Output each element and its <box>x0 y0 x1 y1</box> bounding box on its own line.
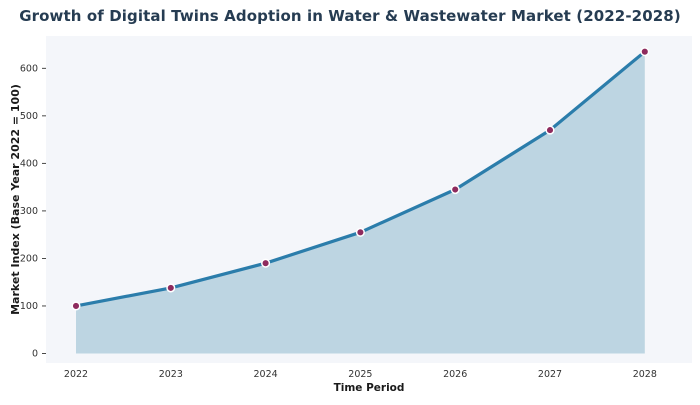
x-tick-label: 2028 <box>633 369 657 380</box>
data-point-2024 <box>261 258 271 268</box>
data-point-2028 <box>640 47 650 57</box>
x-tick-label: 2027 <box>538 369 562 380</box>
y-tick-label: 500 <box>20 111 38 122</box>
x-tick-label: 2024 <box>254 369 278 380</box>
x-tick-label: 2023 <box>159 369 183 380</box>
area-fill <box>76 51 645 354</box>
data-point-2026 <box>450 184 460 195</box>
data-point-2023 <box>166 283 176 293</box>
y-tick-label: 0 <box>32 349 38 360</box>
x-tick-label: 2022 <box>64 369 88 380</box>
y-tick-label: 200 <box>20 254 38 265</box>
x-axis-label: Time Period <box>333 382 405 394</box>
data-point-2025 <box>355 227 365 237</box>
chart-title: Growth of Digital Twins Adoption in Wate… <box>19 7 681 25</box>
y-tick-label: 300 <box>20 206 38 217</box>
data-point-2027 <box>545 125 555 135</box>
y-tick-label: 600 <box>20 64 38 75</box>
y-tick-label: 100 <box>20 301 38 312</box>
x-tick-label: 2026 <box>443 369 467 380</box>
data-point-2022 <box>71 301 81 311</box>
x-tick-label: 2025 <box>348 369 372 380</box>
y-tick-label: 400 <box>20 159 38 170</box>
